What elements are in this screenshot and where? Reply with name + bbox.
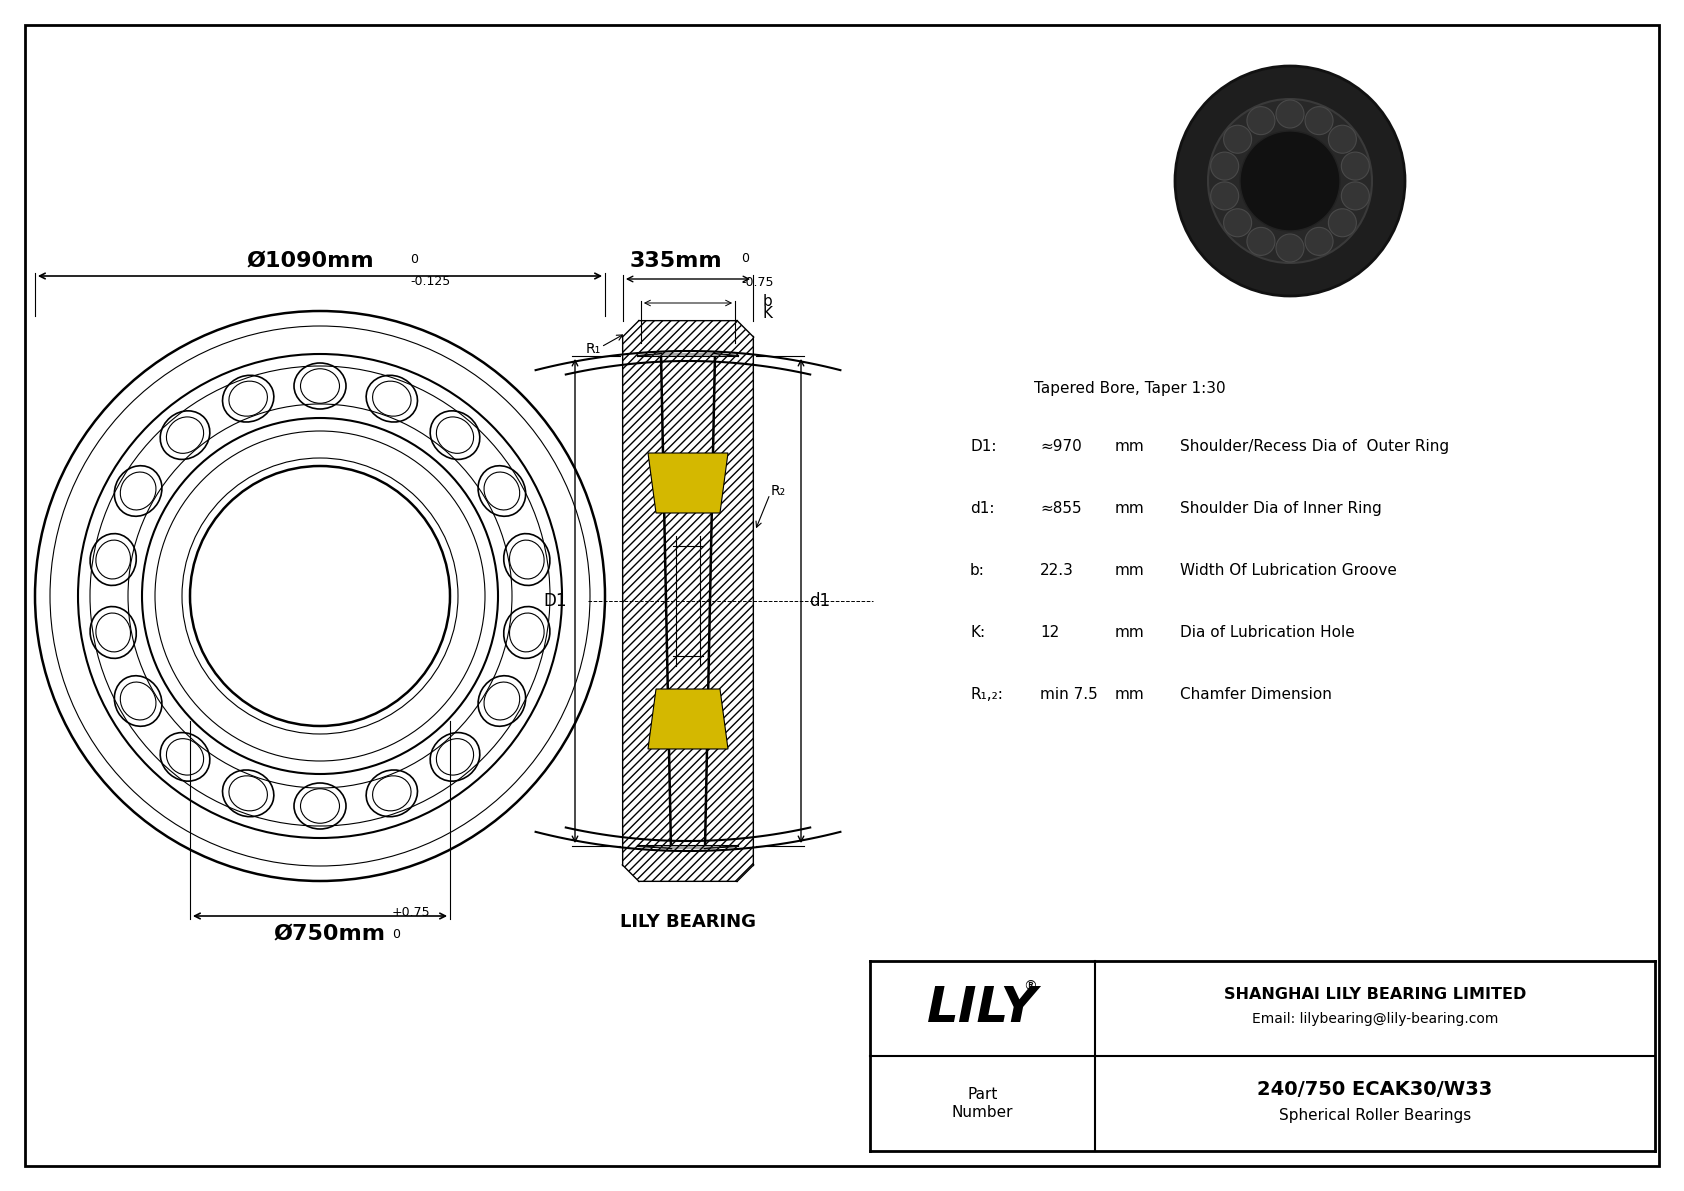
Polygon shape: [648, 453, 727, 513]
Polygon shape: [623, 322, 753, 881]
Circle shape: [1246, 107, 1275, 135]
Text: R₁: R₁: [586, 342, 601, 356]
Circle shape: [1211, 182, 1239, 210]
Text: 0: 0: [392, 928, 401, 941]
Text: K: K: [763, 306, 773, 322]
Text: R₂: R₂: [771, 484, 786, 498]
Text: 335mm: 335mm: [630, 251, 722, 272]
Circle shape: [1239, 131, 1340, 231]
Circle shape: [1305, 107, 1334, 135]
Text: d1:: d1:: [970, 501, 995, 516]
Circle shape: [1224, 208, 1251, 237]
Circle shape: [1276, 100, 1303, 127]
Circle shape: [1211, 152, 1239, 180]
Text: d1: d1: [808, 592, 830, 610]
Text: Email: lilybearing@lily-bearing.com: Email: lilybearing@lily-bearing.com: [1251, 1011, 1499, 1025]
Text: Dia of Lubrication Hole: Dia of Lubrication Hole: [1180, 625, 1354, 640]
Text: mm: mm: [1115, 439, 1145, 454]
Text: mm: mm: [1115, 501, 1145, 516]
Text: mm: mm: [1115, 625, 1145, 640]
Text: Ø1090mm: Ø1090mm: [246, 251, 374, 272]
Text: 0: 0: [741, 252, 749, 266]
Circle shape: [1246, 227, 1275, 255]
Circle shape: [1175, 66, 1404, 297]
Text: ≈970: ≈970: [1041, 439, 1081, 454]
Text: 240/750 ECAK30/W33: 240/750 ECAK30/W33: [1258, 1080, 1492, 1099]
Circle shape: [1224, 125, 1251, 154]
Text: LILY BEARING: LILY BEARING: [620, 913, 756, 931]
Text: ®: ®: [1024, 979, 1037, 993]
Text: D1:: D1:: [970, 439, 997, 454]
Text: Width Of Lubrication Groove: Width Of Lubrication Groove: [1180, 563, 1396, 578]
Text: min 7.5: min 7.5: [1041, 687, 1098, 701]
Text: Chamfer Dimension: Chamfer Dimension: [1180, 687, 1332, 701]
Text: b: b: [763, 293, 773, 308]
Text: 12: 12: [1041, 625, 1059, 640]
Circle shape: [1207, 99, 1372, 263]
Text: -0.75: -0.75: [741, 276, 773, 289]
Text: K:: K:: [970, 625, 985, 640]
Polygon shape: [648, 690, 727, 749]
Circle shape: [1342, 152, 1369, 180]
Text: mm: mm: [1115, 687, 1145, 701]
Text: R₁,₂:: R₁,₂:: [970, 687, 1004, 701]
Text: SHANGHAI LILY BEARING LIMITED: SHANGHAI LILY BEARING LIMITED: [1224, 987, 1526, 1002]
Text: +0.75: +0.75: [392, 906, 431, 919]
Text: LILY: LILY: [928, 985, 1037, 1033]
Text: Shoulder/Recess Dia of  Outer Ring: Shoulder/Recess Dia of Outer Ring: [1180, 439, 1450, 454]
Text: mm: mm: [1115, 563, 1145, 578]
Polygon shape: [638, 846, 738, 848]
Text: Spherical Roller Bearings: Spherical Roller Bearings: [1278, 1108, 1472, 1123]
Circle shape: [1342, 182, 1369, 210]
Text: -0.125: -0.125: [409, 275, 450, 288]
Circle shape: [1329, 208, 1356, 237]
Text: Ø750mm: Ø750mm: [274, 924, 386, 944]
Text: 0: 0: [409, 252, 418, 266]
Text: 22.3: 22.3: [1041, 563, 1074, 578]
Text: Part
Number: Part Number: [951, 1087, 1014, 1120]
Text: Shoulder Dia of Inner Ring: Shoulder Dia of Inner Ring: [1180, 501, 1383, 516]
Polygon shape: [638, 354, 738, 356]
Circle shape: [1329, 125, 1356, 154]
Text: ≈855: ≈855: [1041, 501, 1081, 516]
Circle shape: [1276, 233, 1303, 262]
Text: b:: b:: [970, 563, 985, 578]
Circle shape: [1305, 227, 1334, 255]
Text: Tapered Bore, Taper 1:30: Tapered Bore, Taper 1:30: [1034, 381, 1226, 395]
Text: D1: D1: [544, 592, 568, 610]
